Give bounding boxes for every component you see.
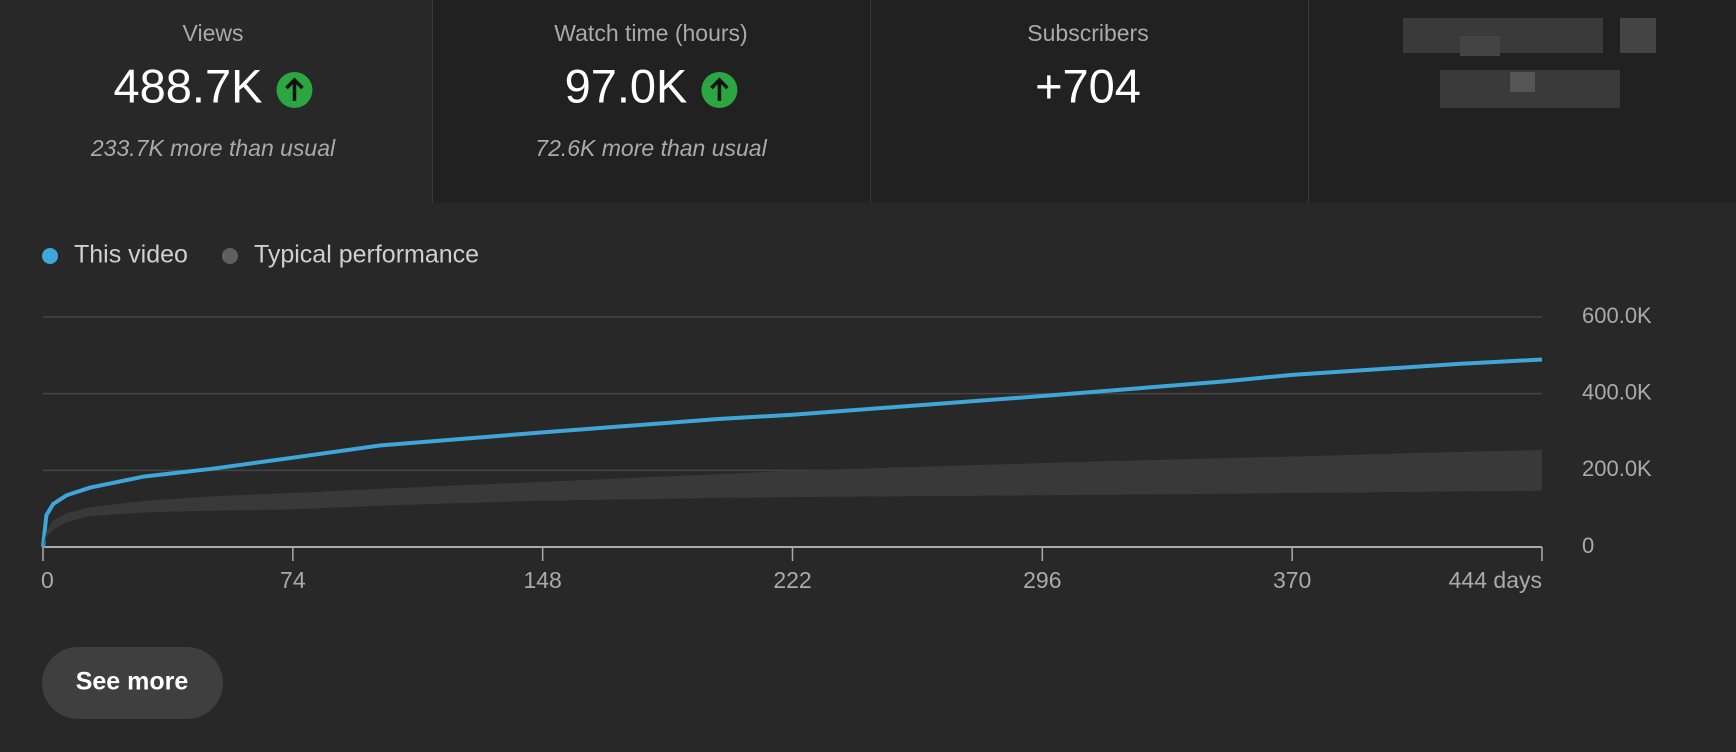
legend-label: Typical performance	[254, 241, 479, 269]
legend-dot	[42, 248, 58, 264]
y-tick-label: 200.0K	[1582, 456, 1652, 481]
see-more-label[interactable]: See more	[76, 668, 189, 696]
card-label: Views	[183, 20, 244, 46]
x-tick-label: 296	[1023, 567, 1061, 593]
trend-up-arrow	[285, 77, 304, 101]
x-tick-label: 370	[1273, 567, 1311, 593]
x-tick-label: 74	[280, 567, 306, 593]
typical-band	[43, 450, 1542, 547]
card-note: 233.7K more than usual	[90, 135, 336, 161]
card-label: Subscribers	[1027, 20, 1148, 46]
video-line	[41, 357, 1543, 548]
y-tick-label: 0	[1582, 533, 1594, 558]
trend-up-arrow	[710, 77, 729, 101]
card-value: +704	[1035, 59, 1141, 112]
blurred-card	[1403, 18, 1656, 108]
legend-label: This video	[74, 241, 188, 269]
card-value: 488.7K	[114, 59, 263, 112]
x-tick-label: 0	[41, 567, 54, 593]
card-note: 72.6K more than usual	[535, 135, 767, 161]
x-tick-label: 222	[773, 567, 811, 593]
x-tick-label: 148	[523, 567, 561, 593]
x-tick-label: 444 days	[1449, 567, 1542, 593]
see-more-button[interactable]	[42, 647, 223, 719]
card-label: Watch time (hours)	[554, 20, 747, 46]
y-tick-label: 600.0K	[1582, 303, 1652, 328]
legend-dot	[221, 248, 238, 264]
card-value: 97.0K	[565, 59, 688, 112]
y-tick-label: 400.0K	[1582, 379, 1652, 404]
